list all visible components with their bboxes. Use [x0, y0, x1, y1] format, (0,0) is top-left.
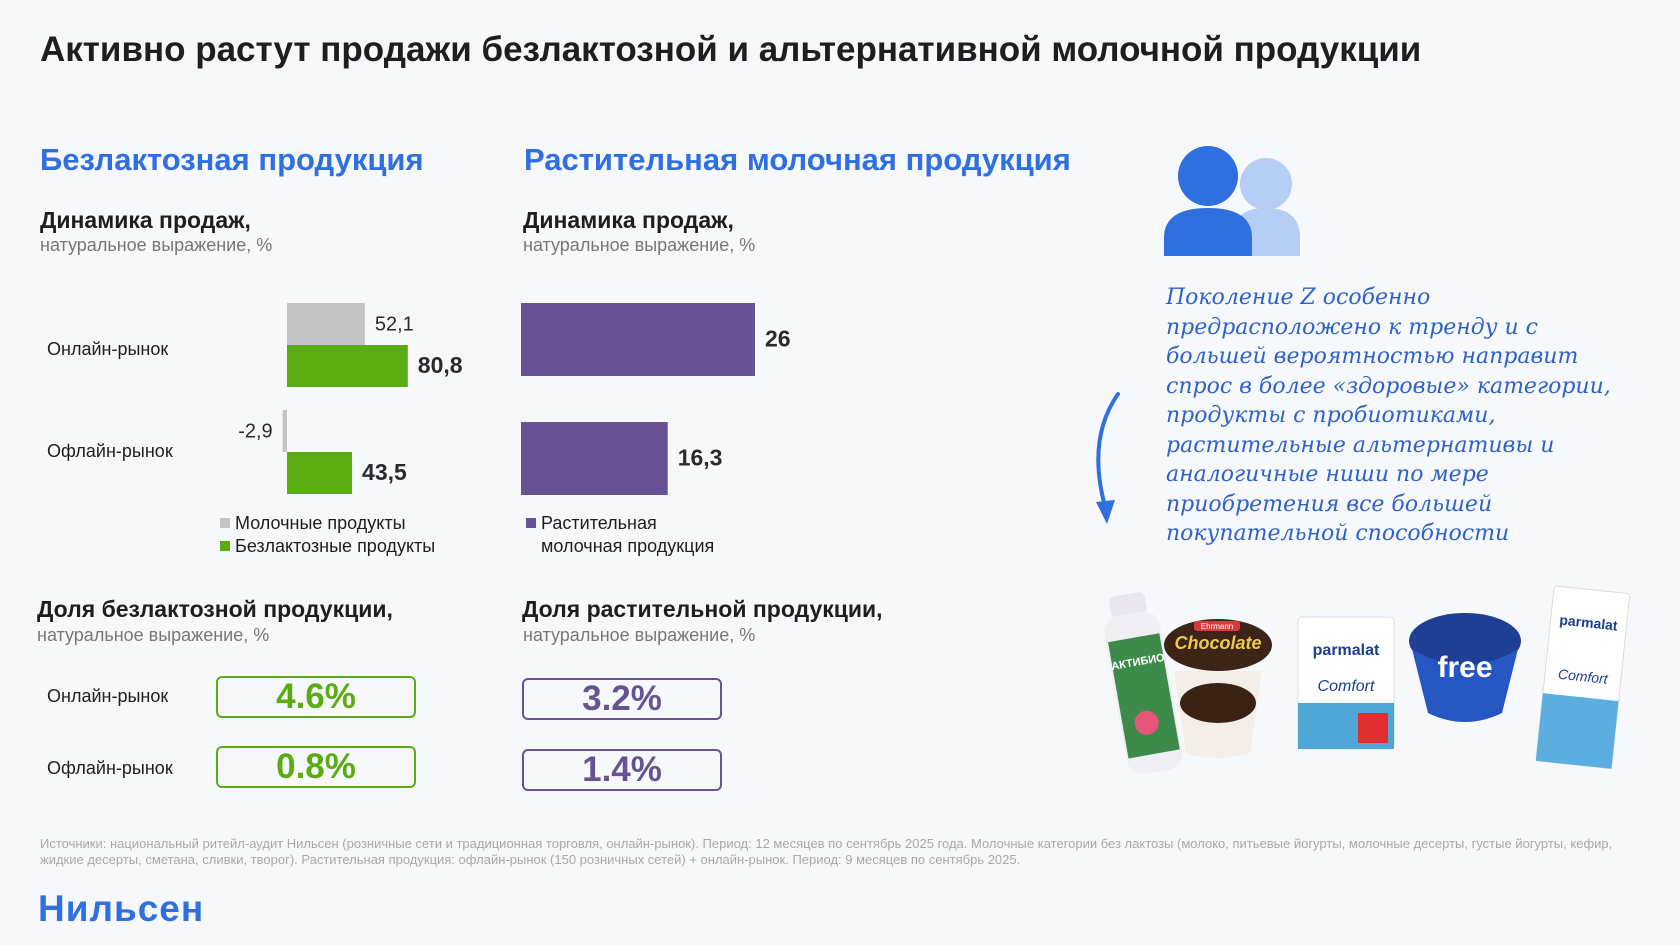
legend-label-plant-2: молочная продукция: [541, 536, 715, 556]
lactose-bar-label-1-1: 43,5: [362, 459, 407, 485]
curved-arrow-icon: [1096, 392, 1120, 524]
lactose-bar-1-1: [287, 452, 353, 494]
legend-item-dairy: Молочные продукты: [220, 512, 435, 535]
legend-label-plant-1: Растительная: [541, 513, 657, 533]
nielsen-logo: Нильсен: [38, 888, 205, 929]
lactose-free-dynamics-note: натуральное выражение, %: [40, 235, 273, 255]
plant-chart-legend: Растительная молочная продукция: [526, 512, 714, 558]
lactose-free-section-title: Безлактозная продукция: [40, 142, 424, 177]
parmalat-label-1: parmalat: [1313, 642, 1380, 659]
lactose-bar-label-0-0: 52,1: [375, 313, 414, 335]
lactose-free-share-online: 4.6%: [216, 676, 416, 718]
plant-bar-0-1: [521, 422, 668, 495]
legend-swatch-gray: [220, 518, 230, 528]
legend-item-plant: Растительная: [526, 512, 714, 535]
lactose-free-share-offline: 0.8%: [216, 746, 416, 788]
plant-bar-0-0: [521, 303, 755, 376]
legend-swatch-green: [220, 541, 230, 551]
aktibio-bottle-image: АКТИБИО: [1104, 592, 1183, 774]
gen-z-quote: Поколение Z особенно предрасположено к т…: [1166, 285, 1611, 546]
legend-label-dairy: Молочные продукты: [235, 513, 406, 533]
parmalat-label-2: parmalat: [1559, 612, 1619, 634]
lactose-free-dynamics-title: Динамика продаж,: [40, 207, 251, 233]
plant-dynamics-note: натуральное выражение, %: [523, 235, 756, 255]
free-yogurt-image: free: [1409, 613, 1521, 722]
plant-section-title: Растительная молочная продукция: [524, 142, 1071, 177]
page-title: Активно растут продажи безлактозной и ал…: [40, 30, 1422, 69]
share-row-online: Онлайн-рынок: [47, 686, 169, 706]
parmalat-comfort-cream-image: parmalat Comfort: [1297, 616, 1395, 750]
product-images: АКТИБИО Chocolate Ehrmann parmalat Comfo…: [1104, 585, 1631, 774]
lactose-bar-label-1-0: 80,8: [418, 352, 463, 378]
lactose-free-share-title: Доля безлактозной продукции,: [37, 596, 393, 622]
plant-share-offline: 1.4%: [522, 749, 722, 791]
plant-dynamics-title: Динамика продаж,: [523, 207, 734, 233]
parmalat-comfort-milk-image: parmalat Comfort: [1535, 585, 1631, 769]
lactose-chart-legend: Молочные продукты Безлактозные продукты: [220, 512, 435, 558]
plant-share-online: 3.2%: [522, 678, 722, 720]
source-note: Источники: национальный ритейл-аудит Нил…: [40, 836, 1613, 867]
chocolate-label: Chocolate: [1174, 633, 1261, 653]
lactose-chart-row-offline: Офлайн-рынок: [47, 441, 173, 461]
comfort-label-2: Comfort: [1557, 666, 1609, 687]
lactose-bar-label-0-1: -2,9: [238, 420, 272, 442]
lactose-bar-1-0: [287, 345, 408, 387]
comfort-label-1: Comfort: [1318, 678, 1375, 695]
ehrmann-label: Ehrmann: [1201, 622, 1233, 631]
plant-bar-label-0-1: 16,3: [678, 445, 723, 471]
legend-swatch-purple: [526, 518, 536, 528]
lactose-free-share-note: натуральное выражение, %: [37, 625, 270, 645]
lactose-bar-0-0: [287, 303, 365, 345]
legend-item-lactose-free: Безлактозные продукты: [220, 535, 435, 558]
plant-share-note: натуральное выражение, %: [523, 625, 756, 645]
plant-bar-label-0-0: 26: [765, 326, 791, 352]
people-icon: [1164, 146, 1300, 256]
free-label: free: [1437, 651, 1492, 684]
chocolate-pudding-image: Chocolate Ehrmann: [1164, 619, 1272, 758]
legend-label-lactose-free: Безлактозные продукты: [235, 536, 436, 556]
lactose-bar-0-1: [282, 410, 287, 452]
lactose-chart-row-online: Онлайн-рынок: [47, 339, 169, 359]
plant-share-title: Доля растительной продукции,: [522, 596, 883, 622]
share-row-offline: Офлайн-рынок: [47, 758, 173, 778]
